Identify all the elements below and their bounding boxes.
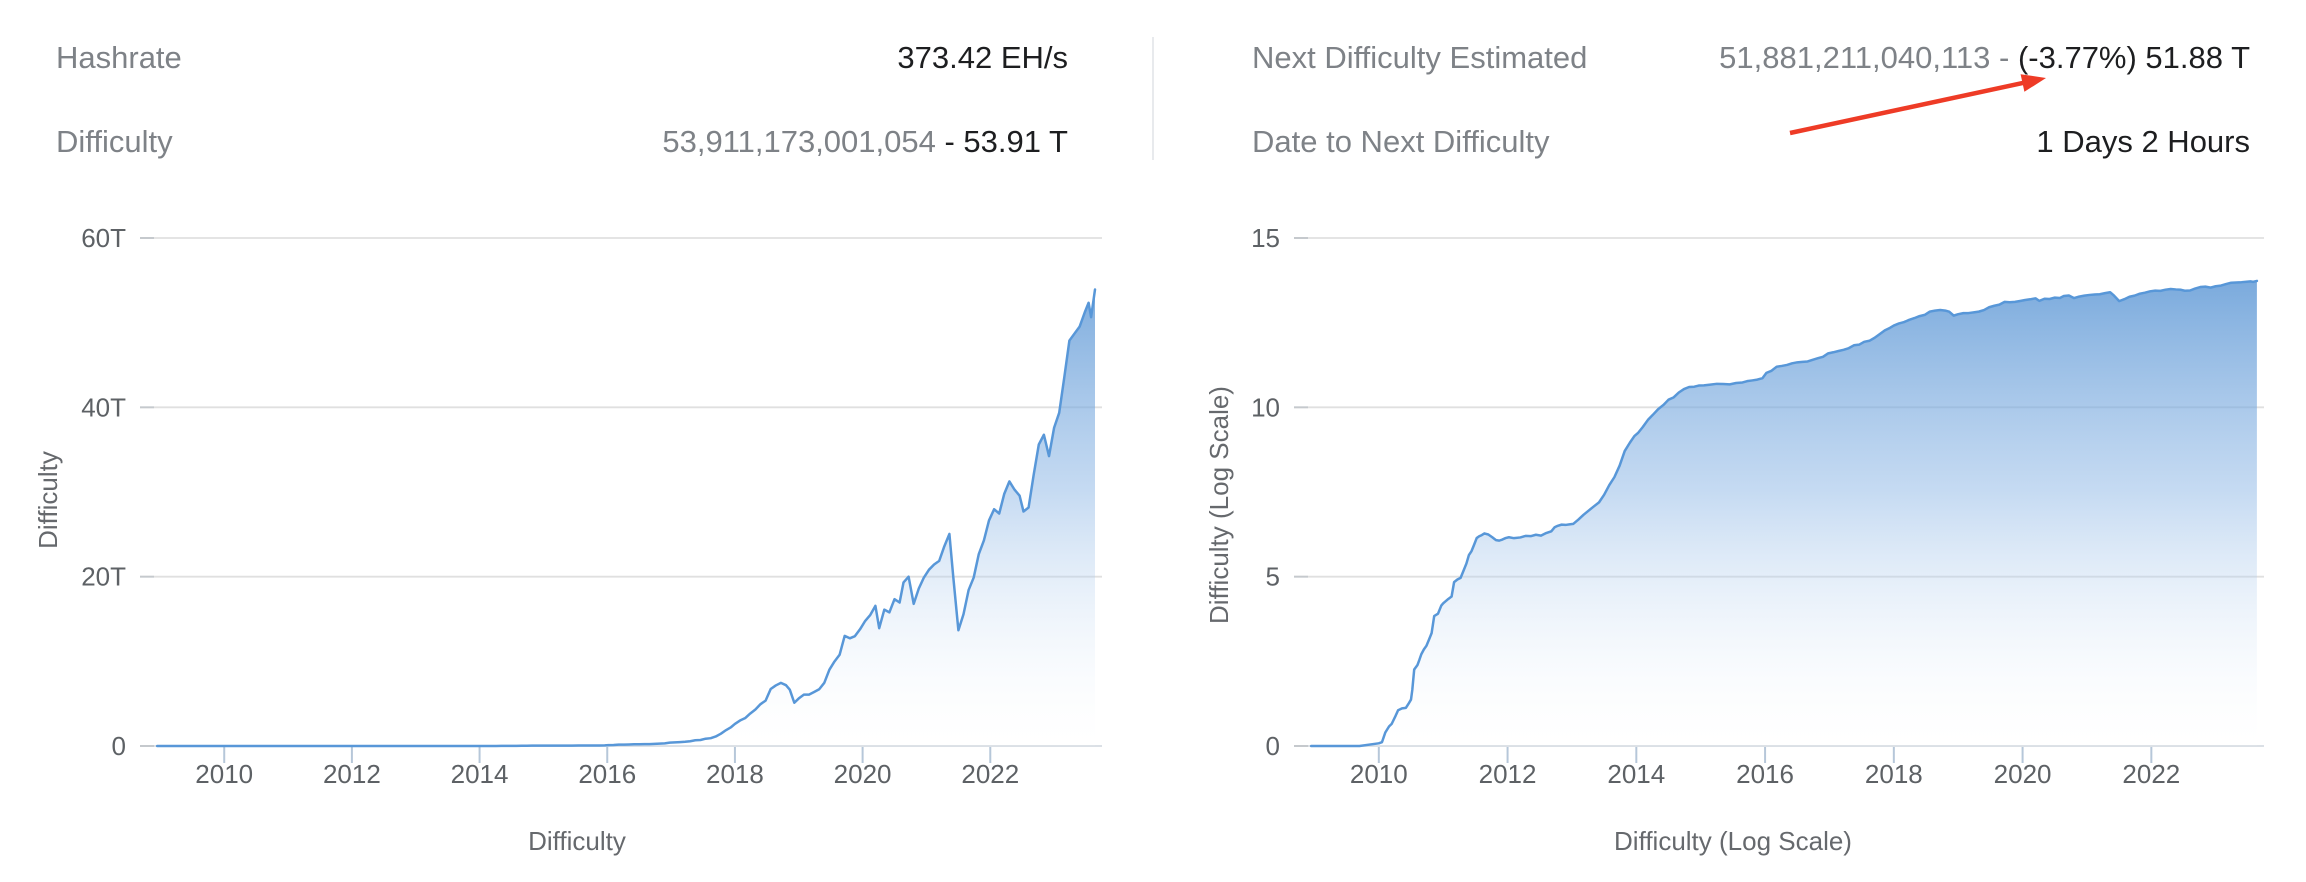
stat-row-next-difficulty: Next Difficulty Estimated 51,881,211,040… <box>1252 40 2250 76</box>
difficulty-area-fill[interactable] <box>157 289 1095 746</box>
hashrate-value: 373.42 EH/s <box>897 40 1068 75</box>
hashrate-label: Hashrate <box>56 40 182 75</box>
left-chart: 0 20T 40T 60T 2010 2012 2014 2016 2018 2020 2022 Di… <box>33 223 1102 856</box>
difficulty-value: 53,911,173,001,054 - 53.91 T <box>662 124 1068 159</box>
difficulty-series-line[interactable] <box>155 288 1097 748</box>
y-axis-tick-label: 5 <box>1266 562 1280 592</box>
date-next-difficulty-value: 1 Days 2 Hours <box>2036 124 2250 159</box>
stat-row-hashrate: Hashrate 373.42 EH/s <box>56 40 1068 76</box>
x-axis-title: Difficulty (Log Scale) <box>1614 826 1852 856</box>
arrow-shaft <box>1789 80 2027 136</box>
difficulty-area-fill[interactable] <box>1311 280 2257 746</box>
next-difficulty-value: 51,881,211,040,113 - (-3.77%) 51.88 T <box>1719 40 2250 75</box>
date-next-difficulty-label: Date to Next Difficulty <box>1252 124 1550 159</box>
x-axis-tick-label: 2016 <box>578 759 636 789</box>
y-axis-tick-label: 60T <box>81 223 126 253</box>
x-axis-tick-label: 2010 <box>195 759 253 789</box>
difficulty-label: Difficulty <box>56 124 173 159</box>
right-chart: 0 5 10 15 2010 2012 2014 2016 2018 2020 2022 Diffic… <box>1204 223 2264 856</box>
x-axis-tick-label: 2012 <box>323 759 381 789</box>
y-axis-tick-label: 0 <box>1266 731 1280 761</box>
stat-row-date-next-difficulty: Date to Next Difficulty 1 Days 2 Hours <box>1252 124 2250 160</box>
x-axis-tick-label: 2022 <box>2122 759 2180 789</box>
y-axis-tick-label: 10 <box>1251 392 1280 422</box>
x-axis-tick-label: 2018 <box>1865 759 1923 789</box>
x-axis-tick-label: 2012 <box>1479 759 1537 789</box>
y-axis-tick-label: 15 <box>1251 223 1280 253</box>
x-axis-tick-label: 2018 <box>706 759 764 789</box>
y-axis-tick-label: 20T <box>81 562 126 592</box>
x-axis-title: Difficulty <box>528 826 626 856</box>
x-axis-tick-label: 2016 <box>1736 759 1794 789</box>
x-axis-tick-label: 2022 <box>961 759 1019 789</box>
stats-divider <box>1152 37 1154 160</box>
y-axis-tick-label: 0 <box>112 731 126 761</box>
x-axis-tick-label: 2010 <box>1350 759 1408 789</box>
arrow-head <box>2020 74 2046 92</box>
y-axis-title: Difficulty <box>33 451 63 549</box>
x-axis-tick-label: 2020 <box>834 759 892 789</box>
x-axis-tick-label: 2014 <box>451 759 509 789</box>
difficulty-series-line[interactable] <box>1309 279 2259 748</box>
stat-row-difficulty: Difficulty 53,911,173,001,054 - 53.91 T <box>56 124 1068 160</box>
next-difficulty-label: Next Difficulty Estimated <box>1252 40 1588 75</box>
x-axis-tick-label: 2014 <box>1607 759 1665 789</box>
x-axis-tick-label: 2020 <box>1994 759 2052 789</box>
trend-annotation-arrow <box>1789 74 2046 136</box>
y-axis-tick-label: 40T <box>81 392 126 422</box>
y-axis-title: Difficulty (Log Scale) <box>1204 386 1234 624</box>
